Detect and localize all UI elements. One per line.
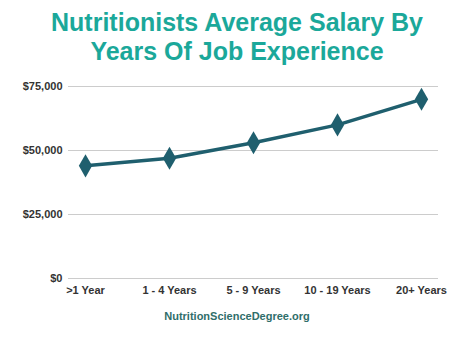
svg-text:>1 Year: >1 Year (66, 284, 105, 296)
svg-text:20+ Years: 20+ Years (396, 284, 447, 296)
html-text:Nutritionists Average Salary B: Nutritionists Average Salary By Years Of… (51, 8, 423, 65)
svg-text:$25,000: $25,000 (23, 208, 63, 220)
svg-text:10 - 19 Years: 10 - 19 Years (304, 284, 370, 296)
html-text:NutritionScienceDegree.org: NutritionScienceDegree.org (164, 309, 310, 322)
svg-text:$75,000: $75,000 (23, 80, 63, 92)
svg-text:1 - 4 Years: 1 - 4 Years (142, 284, 196, 296)
svg-text:$50,000: $50,000 (23, 144, 63, 156)
svg-text:$0: $0 (50, 272, 62, 284)
svg-text:5 - 9 Years: 5 - 9 Years (226, 284, 280, 296)
